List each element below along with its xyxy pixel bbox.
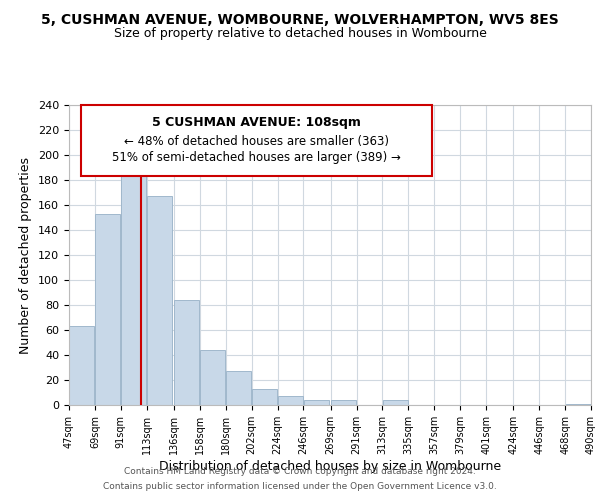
Text: Contains public sector information licensed under the Open Government Licence v3: Contains public sector information licen…	[103, 482, 497, 491]
X-axis label: Distribution of detached houses by size in Wombourne: Distribution of detached houses by size …	[159, 460, 501, 472]
Text: Size of property relative to detached houses in Wombourne: Size of property relative to detached ho…	[113, 28, 487, 40]
Bar	[566, 404, 590, 405]
Bar	[383, 400, 408, 405]
Text: ← 48% of detached houses are smaller (363): ← 48% of detached houses are smaller (36…	[124, 135, 389, 148]
FancyBboxPatch shape	[81, 105, 432, 176]
Bar	[95, 214, 121, 405]
Bar	[175, 300, 199, 405]
Text: Contains HM Land Registry data © Crown copyright and database right 2024.: Contains HM Land Registry data © Crown c…	[124, 467, 476, 476]
Bar	[252, 389, 277, 405]
Text: 5 CUSHMAN AVENUE: 108sqm: 5 CUSHMAN AVENUE: 108sqm	[152, 116, 361, 129]
Bar	[147, 196, 172, 405]
Bar	[304, 400, 329, 405]
Text: 5, CUSHMAN AVENUE, WOMBOURNE, WOLVERHAMPTON, WV5 8ES: 5, CUSHMAN AVENUE, WOMBOURNE, WOLVERHAMP…	[41, 12, 559, 26]
Bar	[278, 396, 303, 405]
Bar	[70, 326, 94, 405]
Bar	[331, 400, 356, 405]
Y-axis label: Number of detached properties: Number of detached properties	[19, 156, 32, 354]
Bar	[226, 371, 251, 405]
Text: 51% of semi-detached houses are larger (389) →: 51% of semi-detached houses are larger (…	[112, 151, 401, 164]
Bar	[121, 164, 146, 405]
Bar	[200, 350, 225, 405]
